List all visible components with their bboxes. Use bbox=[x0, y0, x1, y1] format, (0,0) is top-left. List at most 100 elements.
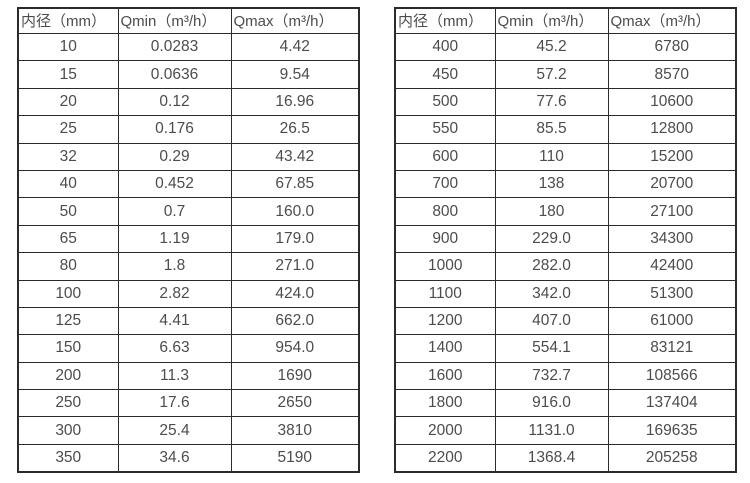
table-cell: 1131.0 bbox=[494, 416, 609, 445]
table-cell: 1.19 bbox=[117, 224, 232, 254]
table-row: 65 1.19 179.0 bbox=[17, 224, 360, 254]
column-header-qmax: Qmax（m³/h） bbox=[607, 7, 737, 34]
table-row: 100 2.82 424.0 bbox=[17, 279, 360, 308]
table-cell: 662.0 bbox=[230, 306, 360, 336]
table-cell: 34.6 bbox=[117, 443, 232, 473]
table-cell: 0.0636 bbox=[117, 60, 232, 89]
table-row: 2200 1368.4 205258 bbox=[394, 443, 737, 473]
table-cell: 0.12 bbox=[117, 87, 232, 117]
table-cell: 83121 bbox=[607, 334, 737, 363]
table-cell: 0.0283 bbox=[117, 32, 232, 62]
table-cell: 0.29 bbox=[117, 142, 232, 171]
table-cell: 1000 bbox=[394, 252, 496, 281]
table-cell: 17.6 bbox=[117, 389, 232, 418]
table-cell: 554.1 bbox=[494, 334, 609, 363]
table-row: 300 25.4 3810 bbox=[17, 416, 360, 445]
table-cell: 67.85 bbox=[230, 169, 360, 199]
table-cell: 26.5 bbox=[230, 115, 360, 144]
table-row: 50 0.7 160.0 bbox=[17, 197, 360, 226]
flow-table-small-diameters: 内径（mm） Qmin（m³/h） Qmax（m³/h） 10 0.0283 4.4… bbox=[17, 7, 360, 474]
table-row: 800 180 27100 bbox=[394, 197, 737, 226]
table-cell: 20700 bbox=[607, 169, 737, 199]
table-cell: 600 bbox=[394, 142, 496, 171]
table-row: 450 57.2 8570 bbox=[394, 60, 737, 89]
table-cell: 1.8 bbox=[117, 252, 232, 281]
table-header-row: 内径（mm） Qmin（m³/h） Qmax（m³/h） bbox=[394, 7, 737, 34]
table-cell: 450 bbox=[394, 60, 496, 89]
table-cell: 1100 bbox=[394, 279, 496, 308]
table-cell: 1600 bbox=[394, 361, 496, 391]
column-header-qmax: Qmax（m³/h） bbox=[230, 7, 360, 34]
table-cell: 65 bbox=[17, 224, 119, 254]
table-cell: 125 bbox=[17, 306, 119, 336]
table-cell: 16.96 bbox=[230, 87, 360, 117]
table-cell: 27100 bbox=[607, 197, 737, 226]
table-cell: 138 bbox=[494, 169, 609, 199]
table-row: 1000 282.0 42400 bbox=[394, 252, 737, 281]
table-cell: 229.0 bbox=[494, 224, 609, 254]
flow-table-large-diameters: 内径（mm） Qmin（m³/h） Qmax（m³/h） 400 45.2 6780… bbox=[394, 7, 737, 474]
table-cell: 57.2 bbox=[494, 60, 609, 89]
table-cell: 50 bbox=[17, 197, 119, 226]
table-cell: 0.176 bbox=[117, 115, 232, 144]
table-cell: 800 bbox=[394, 197, 496, 226]
table-row: 700 138 20700 bbox=[394, 169, 737, 199]
table-cell: 2.82 bbox=[117, 279, 232, 308]
table-cell: 205258 bbox=[607, 443, 737, 473]
table-row: 1600 732.7 108566 bbox=[394, 361, 737, 391]
table-row: 40 0.452 67.85 bbox=[17, 169, 360, 199]
table-row: 10 0.0283 4.42 bbox=[17, 32, 360, 62]
table-cell: 2650 bbox=[230, 389, 360, 418]
table-cell: 34300 bbox=[607, 224, 737, 254]
table-cell: 1200 bbox=[394, 306, 496, 336]
table-cell: 40 bbox=[17, 169, 119, 199]
column-header-qmin: Qmin（m³/h） bbox=[117, 7, 232, 34]
table-cell: 2200 bbox=[394, 443, 496, 473]
table-cell: 900 bbox=[394, 224, 496, 254]
table-cell: 110 bbox=[494, 142, 609, 171]
table-cell: 150 bbox=[17, 334, 119, 363]
table-row: 1400 554.1 83121 bbox=[394, 334, 737, 363]
table-cell: 137404 bbox=[607, 389, 737, 418]
table-cell: 732.7 bbox=[494, 361, 609, 391]
table-cell: 1800 bbox=[394, 389, 496, 418]
table-row: 1800 916.0 137404 bbox=[394, 389, 737, 418]
table-cell: 11.3 bbox=[117, 361, 232, 391]
table-cell: 80 bbox=[17, 252, 119, 281]
table-cell: 108566 bbox=[607, 361, 737, 391]
table-cell: 10600 bbox=[607, 87, 737, 117]
table-cell: 100 bbox=[17, 279, 119, 308]
table-cell: 550 bbox=[394, 115, 496, 144]
table-cell: 342.0 bbox=[494, 279, 609, 308]
table-row: 500 77.6 10600 bbox=[394, 87, 737, 117]
table-cell: 200 bbox=[17, 361, 119, 391]
table-cell: 45.2 bbox=[494, 32, 609, 62]
table-cell: 5190 bbox=[230, 443, 360, 473]
table-cell: 407.0 bbox=[494, 306, 609, 336]
table-cell: 25.4 bbox=[117, 416, 232, 445]
table-cell: 300 bbox=[17, 416, 119, 445]
table-row: 1100 342.0 51300 bbox=[394, 279, 737, 308]
table-cell: 6.63 bbox=[117, 334, 232, 363]
table-cell: 51300 bbox=[607, 279, 737, 308]
table-row: 600 110 15200 bbox=[394, 142, 737, 171]
table-cell: 20 bbox=[17, 87, 119, 117]
table-row: 200 11.3 1690 bbox=[17, 361, 360, 391]
table-row: 80 1.8 271.0 bbox=[17, 252, 360, 281]
table-cell: 9.54 bbox=[230, 60, 360, 89]
table-cell: 15 bbox=[17, 60, 119, 89]
table-row: 25 0.176 26.5 bbox=[17, 115, 360, 144]
table-cell: 15200 bbox=[607, 142, 737, 171]
table-cell: 424.0 bbox=[230, 279, 360, 308]
table-cell: 77.6 bbox=[494, 87, 609, 117]
column-header-diameter: 内径（mm） bbox=[394, 7, 496, 34]
table-cell: 180 bbox=[494, 197, 609, 226]
table-cell: 12800 bbox=[607, 115, 737, 144]
table-cell: 43.42 bbox=[230, 142, 360, 171]
table-cell: 25 bbox=[17, 115, 119, 144]
table-cell: 0.7 bbox=[117, 197, 232, 226]
table-cell: 4.41 bbox=[117, 306, 232, 336]
table-row: 1200 407.0 61000 bbox=[394, 306, 737, 336]
table-cell: 179.0 bbox=[230, 224, 360, 254]
table-row: 125 4.41 662.0 bbox=[17, 306, 360, 336]
